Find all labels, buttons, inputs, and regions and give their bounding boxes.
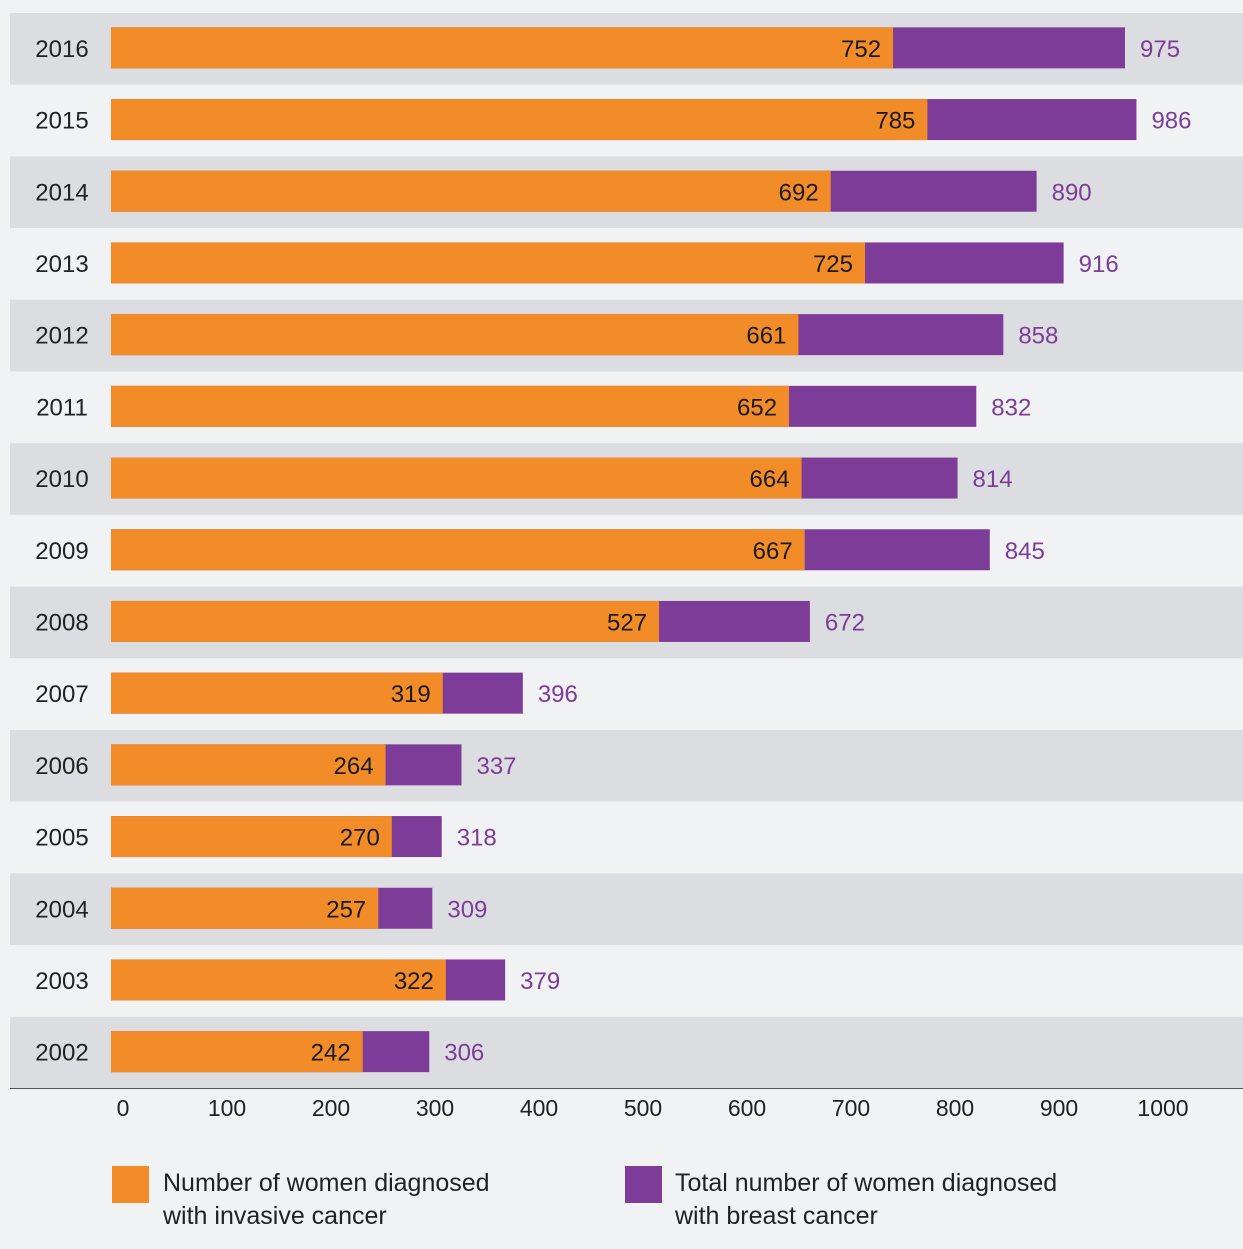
- data-label-invasive-2015: 785: [875, 108, 915, 135]
- data-labels-group: 752 975 785 986 692 890 725 916 661 858 652 832 664 8…: [311, 36, 1192, 1067]
- x-tick-label-400: 400: [520, 1095, 558, 1121]
- legend: Number of women diagnosed with invasive c…: [112, 1166, 1057, 1230]
- y-tick-label-2012: 2012: [35, 323, 88, 350]
- data-label-invasive-2006: 264: [334, 753, 374, 780]
- data-label-invasive-2010: 664: [750, 466, 790, 493]
- data-label-invasive-2002: 242: [311, 1040, 351, 1067]
- x-tick-label-600: 600: [728, 1095, 766, 1121]
- data-label-invasive-2007: 319: [391, 681, 431, 708]
- bar-invasive-2016: [111, 27, 894, 69]
- x-tick-label-700: 700: [832, 1095, 870, 1121]
- bar-invasive-2008: [111, 600, 660, 642]
- y-tick-label-2016: 2016: [35, 36, 88, 63]
- y-tick-label-2014: 2014: [35, 179, 88, 206]
- legend-swatch-total: [625, 1166, 662, 1203]
- y-tick-label-2008: 2008: [35, 609, 88, 636]
- data-label-total-2010: 814: [973, 466, 1013, 493]
- data-label-total-2016: 975: [1140, 36, 1180, 63]
- data-label-invasive-2004: 257: [326, 896, 366, 923]
- bar-invasive-2013: [111, 242, 865, 284]
- y-tick-label-2015: 2015: [35, 108, 88, 135]
- data-label-invasive-2012: 661: [746, 323, 786, 350]
- legend-label-total-line1: Total number of women diagnosed: [675, 1169, 1057, 1197]
- bar-invasive-2012: [111, 314, 799, 356]
- bar-invasive-2014: [111, 170, 831, 212]
- bar-invasive-2002: [111, 1031, 363, 1073]
- x-axis: 0 100 200 300 400 500 600 700 800 900 1000: [10, 1088, 1243, 1121]
- data-label-total-2007: 396: [538, 681, 578, 708]
- data-label-total-2012: 858: [1018, 323, 1058, 350]
- data-label-total-2002: 306: [444, 1040, 484, 1067]
- data-label-total-2005: 318: [457, 825, 497, 852]
- legend-label-total-line2: with breast cancer: [674, 1202, 878, 1230]
- bar-invasive-2004: [111, 887, 379, 929]
- data-label-total-2009: 845: [1005, 538, 1045, 565]
- bar-invasive-2010: [111, 457, 802, 499]
- y-tick-label-2011: 2011: [36, 394, 88, 421]
- data-label-total-2011: 832: [991, 394, 1031, 421]
- legend-label-invasive-line2: with invasive cancer: [162, 1202, 387, 1230]
- x-tick-label-900: 900: [1040, 1095, 1078, 1121]
- bar-invasive-2015: [111, 99, 928, 141]
- legend-label-invasive-line1: Number of women diagnosed: [163, 1169, 490, 1197]
- data-label-invasive-2011: 652: [737, 394, 777, 421]
- data-label-invasive-2008: 527: [607, 609, 647, 636]
- y-tick-label-2009: 2009: [35, 538, 88, 565]
- data-label-invasive-2009: 667: [753, 538, 793, 565]
- data-label-invasive-2014: 692: [779, 179, 819, 206]
- x-tick-label-1000: 1000: [1137, 1095, 1188, 1121]
- x-tick-label-800: 800: [936, 1095, 974, 1121]
- x-tick-label-300: 300: [416, 1095, 454, 1121]
- data-label-total-2014: 890: [1052, 179, 1092, 206]
- x-tick-label-200: 200: [312, 1095, 350, 1121]
- data-label-total-2003: 379: [520, 968, 560, 995]
- data-label-invasive-2005: 270: [340, 825, 380, 852]
- x-tick-label-0: 0: [117, 1095, 130, 1121]
- y-tick-label-2005: 2005: [35, 825, 88, 852]
- data-label-invasive-2013: 725: [813, 251, 853, 278]
- data-label-total-2004: 309: [447, 896, 487, 923]
- y-axis: 2016 2015 2014 2013 2012 2011 2010 2009 2008 2007…: [35, 36, 88, 1067]
- x-tick-label-500: 500: [624, 1095, 662, 1121]
- y-tick-label-2007: 2007: [35, 681, 88, 708]
- data-label-invasive-2003: 322: [394, 968, 434, 995]
- bars-group: [111, 27, 1137, 1073]
- bar-invasive-2009: [111, 529, 805, 571]
- y-tick-label-2003: 2003: [35, 968, 88, 995]
- data-label-invasive-2016: 752: [841, 36, 881, 63]
- data-label-total-2013: 916: [1079, 251, 1119, 278]
- y-tick-label-2004: 2004: [35, 896, 88, 923]
- x-tick-label-100: 100: [208, 1095, 246, 1121]
- data-label-total-2008: 672: [825, 609, 865, 636]
- bar-invasive-2005: [111, 816, 392, 858]
- y-tick-label-2002: 2002: [35, 1040, 88, 1067]
- bar-invasive-2007: [111, 672, 443, 714]
- y-tick-label-2013: 2013: [35, 251, 88, 278]
- bar-invasive-2006: [111, 744, 386, 786]
- data-label-total-2006: 337: [476, 753, 516, 780]
- legend-swatch-invasive: [112, 1166, 149, 1203]
- y-tick-label-2010: 2010: [35, 466, 88, 493]
- data-label-total-2015: 986: [1151, 108, 1191, 135]
- y-tick-label-2006: 2006: [35, 753, 88, 780]
- bar-invasive-2003: [111, 959, 446, 1001]
- bar-invasive-2011: [111, 385, 790, 427]
